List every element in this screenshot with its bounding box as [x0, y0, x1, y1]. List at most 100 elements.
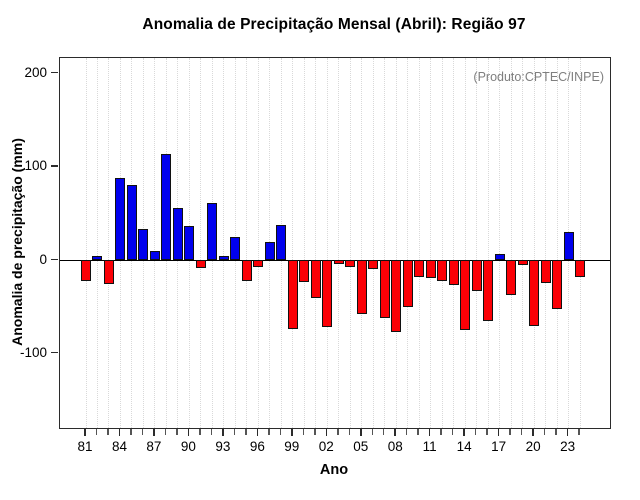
- bar-2003: [333, 260, 344, 264]
- x-tick: [210, 429, 213, 435]
- bar-2021: [540, 260, 551, 284]
- bar-2022: [552, 260, 563, 309]
- gridline-2013: [453, 58, 455, 428]
- bar-1987: [149, 250, 160, 260]
- x-tick-label: 23: [560, 439, 576, 454]
- gridline-2012: [441, 58, 443, 428]
- x-tick: [451, 429, 454, 435]
- bar-2010: [414, 260, 425, 277]
- x-tick-label: 02: [318, 439, 334, 454]
- gridline-2001: [315, 58, 317, 428]
- gridline-1996: [257, 58, 259, 428]
- x-tick: [84, 429, 86, 436]
- gridline-2008: [395, 58, 397, 428]
- x-tick: [256, 429, 259, 436]
- bar-1983: [103, 260, 114, 285]
- gridline-1991: [200, 58, 202, 428]
- x-tick: [314, 429, 316, 435]
- x-tick: [566, 429, 569, 436]
- bar-1988: [161, 154, 172, 260]
- x-tick: [107, 429, 109, 435]
- plot-area: (Produto:CPTEC/INPE): [59, 57, 611, 429]
- x-tick: [371, 429, 373, 435]
- y-tick: [51, 258, 58, 260]
- gridline-2016: [487, 58, 489, 428]
- x-tick-label: 93: [215, 439, 231, 454]
- gridline-2022: [556, 58, 558, 428]
- gridline-2024: [579, 58, 581, 428]
- y-tick-label: 200: [24, 64, 47, 80]
- x-tick-label: 99: [284, 439, 300, 454]
- x-tick: [95, 429, 98, 435]
- gridline-1983: [108, 58, 110, 428]
- gridline-2014: [464, 58, 466, 428]
- bar-1993: [218, 256, 229, 260]
- bar-2011: [425, 260, 436, 278]
- bar-2008: [391, 260, 402, 332]
- gridline-2007: [384, 58, 386, 428]
- x-tick: [486, 429, 488, 435]
- bar-2012: [437, 260, 448, 281]
- bar-1981: [81, 260, 91, 281]
- x-tick-label: 84: [111, 439, 127, 454]
- y-tick-label: 100: [24, 158, 47, 174]
- x-tick: [543, 429, 546, 435]
- x-tick: [360, 429, 362, 436]
- gridline-1987: [154, 58, 156, 428]
- x-tick: [141, 429, 144, 435]
- bar-2015: [471, 260, 482, 291]
- gridline-2005: [361, 58, 363, 428]
- bar-2018: [506, 260, 517, 295]
- gridline-2021: [545, 58, 547, 428]
- gridline-2002: [326, 58, 328, 428]
- gridline-2015: [476, 58, 478, 428]
- x-tick-label: 17: [491, 439, 507, 454]
- gridline-2004: [349, 58, 351, 428]
- x-tick: [153, 429, 155, 436]
- gridline-1982: [96, 58, 98, 428]
- x-tick: [474, 429, 477, 435]
- bar-1991: [195, 260, 206, 269]
- x-tick-label: 20: [525, 439, 541, 454]
- bar-2017: [494, 254, 505, 260]
- x-tick: [164, 429, 167, 435]
- bar-2014: [460, 260, 471, 331]
- x-tick: [337, 429, 339, 435]
- x-tick: [187, 429, 190, 436]
- chart-title: Anomalia de Precipitação Mensal (Abril):…: [142, 16, 526, 33]
- x-tick: [463, 429, 465, 436]
- x-tick: [302, 429, 305, 435]
- x-tick: [578, 429, 580, 435]
- gridline-1993: [223, 58, 225, 428]
- gridline-2010: [418, 58, 420, 428]
- bar-1989: [172, 207, 183, 260]
- x-tick: [520, 429, 523, 435]
- bar-2024: [575, 260, 586, 277]
- x-tick: [532, 429, 534, 436]
- x-tick: [417, 429, 419, 435]
- x-tick: [279, 429, 282, 435]
- bar-1985: [126, 185, 137, 260]
- x-tick: [509, 429, 511, 435]
- bar-2004: [345, 260, 356, 267]
- x-tick: [268, 429, 270, 435]
- x-tick: [555, 429, 557, 435]
- bar-2023: [563, 231, 574, 260]
- bar-2000: [299, 260, 310, 283]
- y-tick: [51, 71, 58, 74]
- bar-2005: [356, 260, 367, 315]
- gridline-2018: [510, 58, 512, 428]
- bar-2006: [368, 260, 379, 270]
- bar-1982: [92, 256, 103, 260]
- gridline-2017: [499, 58, 501, 428]
- x-tick: [440, 429, 442, 435]
- x-tick: [222, 429, 224, 436]
- x-tick-label: 81: [77, 439, 93, 454]
- bar-1998: [276, 224, 287, 260]
- bar-2009: [402, 260, 413, 307]
- bar-2016: [483, 260, 494, 321]
- bar-2002: [322, 260, 333, 328]
- bar-2020: [529, 260, 540, 327]
- gridline-1995: [246, 58, 248, 428]
